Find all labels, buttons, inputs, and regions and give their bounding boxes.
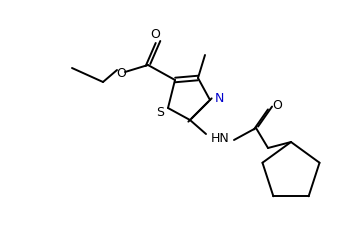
Text: O: O <box>272 99 282 111</box>
Text: O: O <box>116 67 126 79</box>
Text: N: N <box>214 91 224 105</box>
Text: O: O <box>150 27 160 41</box>
Text: S: S <box>156 105 164 118</box>
Text: HN: HN <box>211 132 229 145</box>
